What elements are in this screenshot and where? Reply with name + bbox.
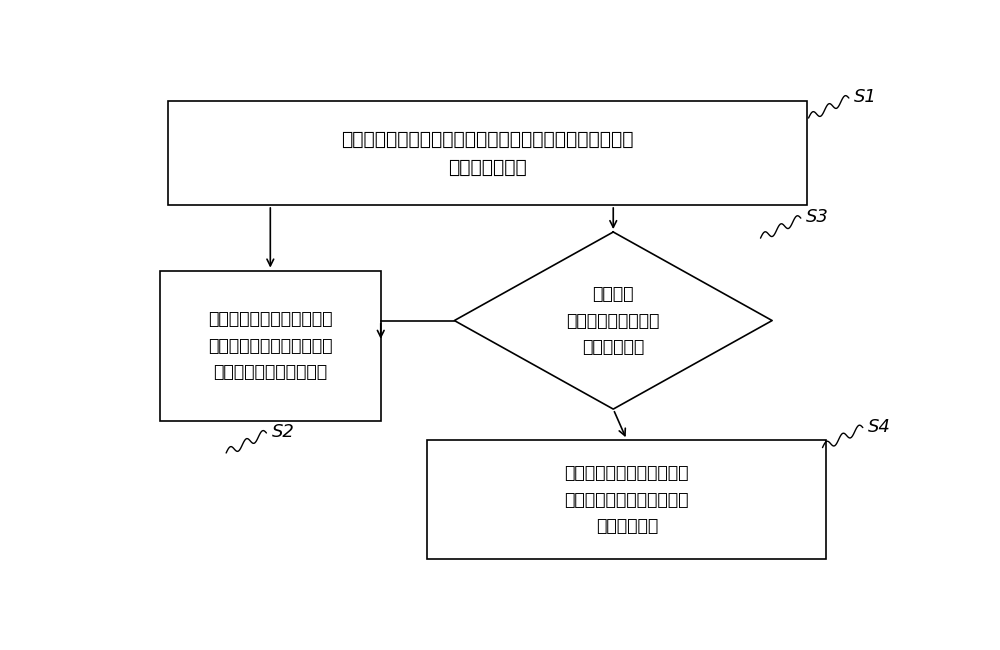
Text: S4: S4	[868, 418, 891, 436]
Text: S2: S2	[272, 423, 295, 441]
Bar	[427, 440, 826, 559]
Polygon shape	[454, 232, 772, 409]
Bar	[168, 101, 807, 205]
Text: 判断所述
电视机终端是否处于
所述重载桌面: 判断所述 电视机终端是否处于 所述重载桌面	[567, 285, 660, 356]
Text: 接收所述用户发出的重载桌
面进入指令，以使所述电视
机终端进入所述重载桌面: 接收所述用户发出的重载桌 面进入指令，以使所述电视 机终端进入所述重载桌面	[208, 310, 333, 381]
Text: 接收用户发出的返回指令，
直至所述电视机终端返回至
所述重载桌面: 接收用户发出的返回指令， 直至所述电视机终端返回至 所述重载桌面	[565, 464, 689, 535]
Text: 接收用户发出的重载桌面安装指令，以实现将重载桌面安装
在电视机终端上: 接收用户发出的重载桌面安装指令，以实现将重载桌面安装 在电视机终端上	[341, 129, 634, 177]
Text: S1: S1	[854, 88, 877, 106]
Bar	[160, 270, 381, 421]
Text: S3: S3	[806, 209, 829, 226]
